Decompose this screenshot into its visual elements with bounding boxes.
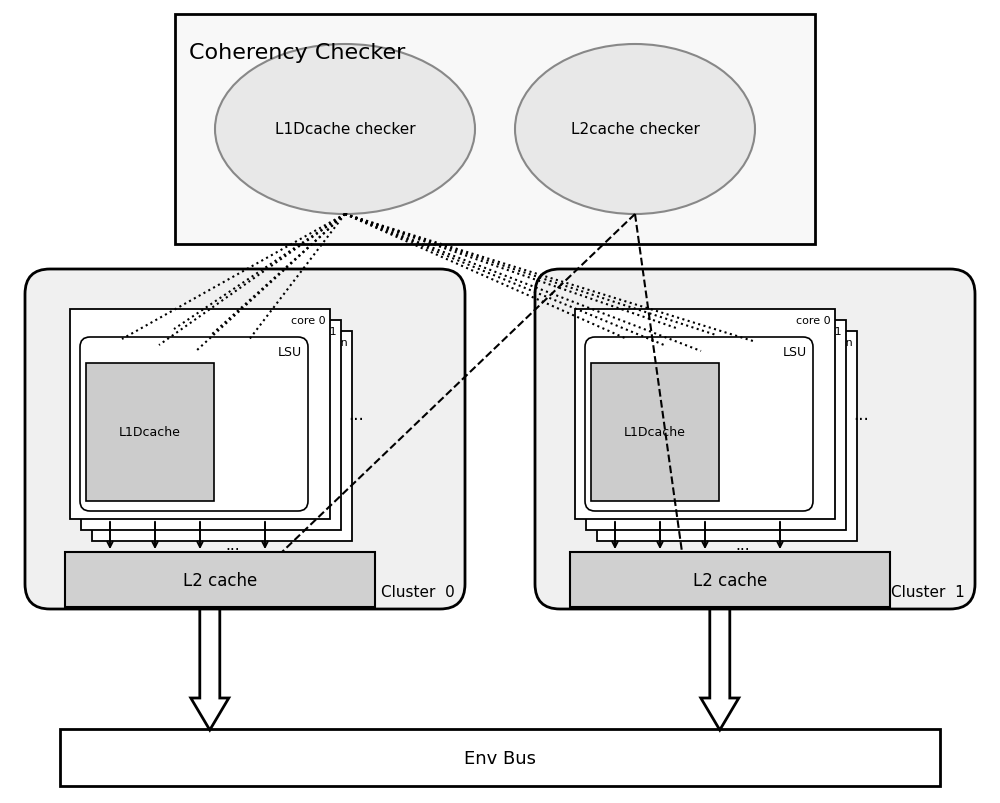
- Bar: [92, 332, 352, 541]
- Text: Cluster  1: Cluster 1: [891, 585, 965, 599]
- Text: ...: ...: [226, 537, 240, 552]
- Text: Coherency Checker: Coherency Checker: [189, 43, 405, 63]
- Bar: [586, 320, 846, 530]
- Text: LSU: LSU: [783, 345, 807, 359]
- FancyBboxPatch shape: [535, 270, 975, 609]
- Bar: [81, 320, 341, 530]
- Text: core n: core n: [818, 337, 853, 348]
- Bar: [570, 552, 890, 607]
- FancyBboxPatch shape: [585, 337, 813, 512]
- Ellipse shape: [515, 45, 755, 214]
- Polygon shape: [191, 609, 229, 730]
- Bar: [65, 552, 375, 607]
- Bar: [591, 364, 719, 501]
- Text: core 0: core 0: [796, 316, 831, 325]
- Ellipse shape: [215, 45, 475, 214]
- FancyBboxPatch shape: [80, 337, 308, 512]
- Text: ...: ...: [348, 406, 364, 423]
- Text: L1Dcache: L1Dcache: [624, 426, 686, 439]
- Bar: [60, 729, 940, 786]
- Bar: [175, 15, 815, 245]
- Bar: [86, 364, 214, 501]
- Bar: [70, 310, 330, 520]
- Text: core 0: core 0: [291, 316, 326, 325]
- Text: L2 cache: L2 cache: [693, 571, 767, 589]
- Bar: [575, 310, 835, 520]
- Bar: [597, 332, 857, 541]
- Text: core 1: core 1: [302, 327, 337, 336]
- Text: L2 cache: L2 cache: [183, 571, 257, 589]
- Text: core n: core n: [313, 337, 348, 348]
- Text: core 1: core 1: [807, 327, 842, 336]
- Text: ...: ...: [853, 406, 869, 423]
- Polygon shape: [701, 609, 739, 730]
- FancyBboxPatch shape: [25, 270, 465, 609]
- Text: LSU: LSU: [278, 345, 302, 359]
- Text: L1Dcache checker: L1Dcache checker: [275, 122, 415, 137]
- Text: L1Dcache: L1Dcache: [119, 426, 181, 439]
- Text: Cluster  0: Cluster 0: [381, 585, 455, 599]
- Text: L2cache checker: L2cache checker: [571, 122, 699, 137]
- Text: Env Bus: Env Bus: [464, 748, 536, 767]
- Text: ...: ...: [736, 537, 750, 552]
